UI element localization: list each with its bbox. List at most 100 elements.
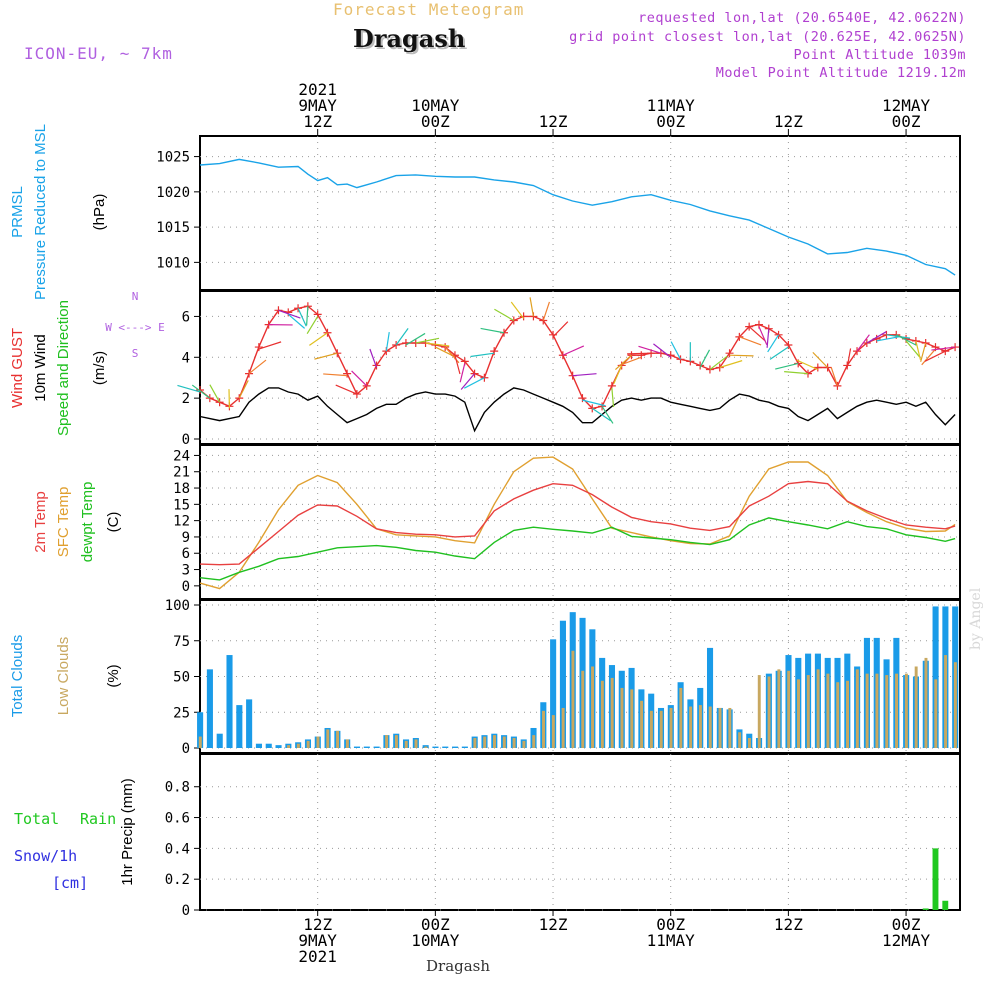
bottom-time-label: 9MAY [298,931,337,950]
panel-frame-precipitation [199,753,961,911]
top-time-label: 12Z [774,112,803,131]
total-cloud-bar [246,699,253,748]
dewpt-label: dewpt Temp [79,482,96,563]
gust-point [519,312,528,321]
ytick-label-temperature: 0 [182,579,190,595]
wind-direction-arrow [627,352,652,355]
gust-point [696,361,705,370]
total-cloud-bar [452,746,459,748]
low-cloud-bar [826,673,830,748]
total-cloud-bar [363,746,370,748]
gust-point [343,369,352,378]
bottom-time-label: 00Z [421,915,450,934]
precip-total-label: Total [14,810,59,828]
low-cloud-bar [836,682,840,748]
precip-snow-unit: [cm] [52,874,88,892]
total-cloud-bar [275,745,282,748]
wind-direction-arrow [542,301,551,321]
wind-direction-arrow [552,321,569,338]
low-cloud-bar [767,676,771,748]
low-cloud-bar [532,735,536,748]
low-cloud-bar [198,736,202,748]
low-cloud-bar [806,675,810,748]
wind-direction-arrow [611,387,615,408]
total-cloud-bar [226,655,233,748]
low-cloud-bar [630,689,634,748]
wind-direction-arrow [238,380,249,399]
low-cloud-bar [816,669,820,748]
gust-point [441,343,450,352]
wind-direction-arrow [924,350,946,362]
ytick-label-pressure: 1025 [156,150,190,166]
wind-gust-label: Wind GUST [9,328,26,408]
location-title: Dragash [353,24,466,53]
gust-point [323,328,332,337]
point-altitude: Point Altitude 1039m [793,47,966,63]
gust-point [362,381,371,390]
wind-direction-arrow [297,308,307,327]
ytick-label-temperature: 18 [173,481,190,497]
wind-direction-arrow [758,326,768,345]
top-time-label: 12MAY [882,96,931,115]
low-cloud-bar [345,739,349,748]
wind-direction-arrow [769,346,789,360]
wind-direction-arrow [709,355,728,371]
gust-point [245,369,254,378]
temp-2m-line [199,480,956,566]
low-cloud-bar [424,746,428,748]
ytick-label-temperature: 3 [182,563,190,579]
gust-point [637,351,646,360]
low-cloud-bar [659,710,663,748]
wind-direction-arrow [905,340,920,358]
low-cloud-bar [591,666,595,748]
low-cloud-bar [777,669,781,748]
low-cloud-bar [895,673,899,748]
compass-north: N [132,290,139,303]
precip-snow-label: Snow/1h [14,847,77,865]
gust-point [392,341,401,350]
low-cloud-bar [287,745,291,748]
gust-point [196,385,204,394]
low-cloud-bar [698,705,702,748]
gust-point [823,363,832,372]
ytick-label-precipitation: 0.6 [165,811,190,827]
gust-point [745,322,754,331]
low-cloud-bar [336,730,340,748]
wind-direction-arrow [670,341,682,360]
bottom-time-label: 00Z [892,915,921,934]
gust-point [578,394,587,403]
wind-direction-arrow [494,308,515,322]
wind-direction-arrow [915,340,922,360]
wind-direction-arrow [699,349,711,368]
total-cloud-bar [216,733,223,748]
panel-frame-pressure [199,135,961,291]
wind-direction-arrow [480,327,505,334]
wind-direction-arrow [866,331,887,344]
low-cloud-bar [787,670,791,748]
wind-direction-arrow [767,334,780,353]
temp-unit: (C) [105,512,122,533]
rain-bar [922,908,929,910]
gust-point [480,373,489,382]
wind-direction-arrow [920,342,927,362]
wind-direction-arrow [739,336,762,346]
pressure-label-1: PRMSL [9,186,26,238]
low-cloud-bar [904,673,908,748]
low-cloud-bar [502,736,506,748]
model-label: ICON-EU, ~ 7km [24,44,173,63]
wind-direction-arrow [653,343,672,358]
total-cloud-bar [373,746,380,748]
top-time-label: 11MAY [647,96,696,115]
gust-point [676,355,685,364]
wind-direction-arrow [529,297,535,317]
ytick-label-precipitation: 0.8 [165,780,190,796]
ytick-label-wind: 2 [182,391,190,407]
gust-point [725,349,734,358]
ytick-label-temperature: 24 [173,448,190,464]
top-time-label: 00Z [656,112,685,131]
bottom-time-label: 2021 [298,947,337,966]
top-time-label: 12Z [539,112,568,131]
ytick-label-temperature: 21 [173,465,190,481]
wind-direction-arrow [309,332,328,346]
wind-direction-arrow [460,373,476,390]
